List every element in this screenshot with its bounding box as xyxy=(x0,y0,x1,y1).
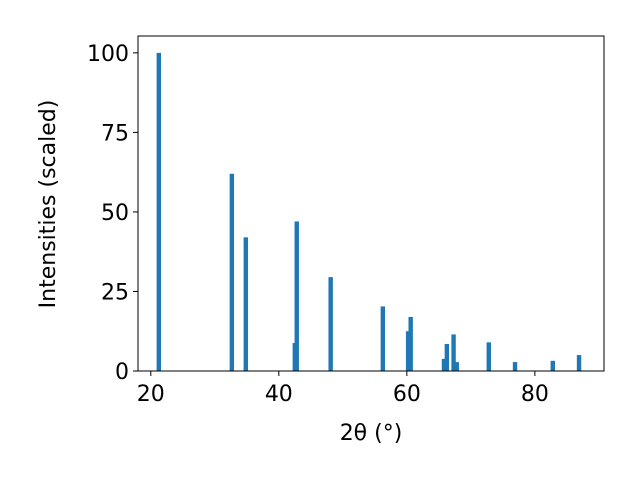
y-tick-label: 0 xyxy=(115,360,129,385)
bar xyxy=(486,342,491,371)
bar xyxy=(243,237,248,371)
bar xyxy=(229,173,235,371)
y-tick-label: 100 xyxy=(87,42,129,67)
y-tick-label: 50 xyxy=(101,201,129,226)
x-tick-label: 80 xyxy=(521,382,549,407)
bar xyxy=(512,362,518,371)
y-tick-label: 75 xyxy=(101,121,129,146)
bar xyxy=(380,306,386,371)
bar xyxy=(405,331,411,371)
x-tick-label: 60 xyxy=(393,382,421,407)
bar xyxy=(576,355,582,371)
x-axis-label: 2θ (°) xyxy=(340,421,403,446)
bar xyxy=(156,52,162,371)
bar xyxy=(328,277,333,371)
x-tick-label: 40 xyxy=(265,382,293,407)
bar xyxy=(294,221,299,371)
x-tick-label: 20 xyxy=(137,382,165,407)
bar xyxy=(451,334,456,371)
bar xyxy=(454,362,459,371)
y-tick-label: 25 xyxy=(101,280,129,305)
plot-frame xyxy=(137,35,605,372)
bar xyxy=(441,358,447,371)
bar xyxy=(550,360,555,371)
bar xyxy=(444,343,450,371)
bar xyxy=(408,316,413,371)
y-axis-label: Intensities (scaled) xyxy=(36,100,61,309)
